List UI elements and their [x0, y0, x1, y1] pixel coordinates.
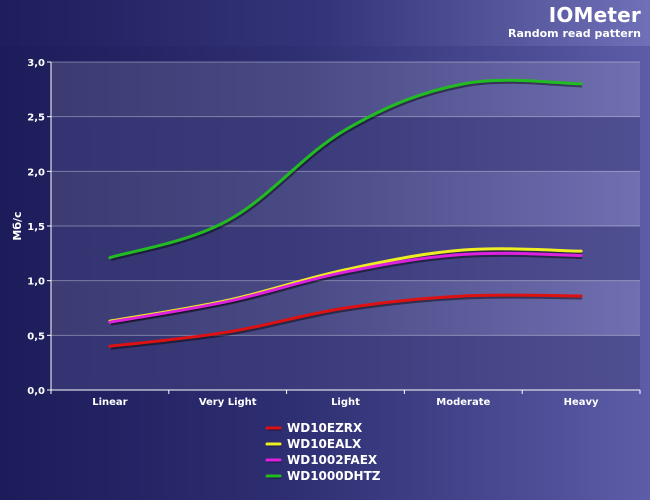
- series-line-wd1000dhtz: [108, 78, 583, 260]
- x-tick-label: Linear: [92, 397, 127, 408]
- y-axis-title: Мб/с: [11, 211, 24, 240]
- series-line-wd1002faex: [108, 251, 583, 324]
- legend-label: WD1002FAEX: [287, 453, 378, 467]
- legend-label: WD1000DHTZ: [287, 469, 381, 483]
- y-tick-label: 2,0: [27, 167, 45, 178]
- series-line-shadow: [110, 295, 583, 350]
- plot-band: [51, 335, 640, 390]
- legend-label: WD10EALX: [287, 437, 362, 451]
- plot-band: [51, 116, 640, 172]
- y-tick-label: 0,0: [27, 386, 45, 397]
- title-bar: IOMeter Random read pattern: [0, 0, 650, 46]
- chart-subtitle: Random read pattern: [508, 27, 641, 40]
- x-tick-label: Very Light: [199, 397, 257, 408]
- x-tick-label: Heavy: [564, 397, 599, 408]
- plot-band: [51, 62, 640, 117]
- y-tick-label: 1,5: [27, 222, 45, 233]
- legend-label: WD10EZRX: [287, 421, 363, 435]
- x-tick-label: Light: [331, 397, 360, 408]
- plot-band: [51, 171, 640, 226]
- y-tick-label: 0,5: [27, 331, 45, 342]
- series-line-wd10ezrx: [108, 293, 583, 348]
- x-tick-label: Moderate: [436, 397, 490, 408]
- y-tick-label: 3,0: [27, 58, 45, 69]
- chart-title: IOMeter: [548, 3, 641, 27]
- y-tick-label: 2,5: [27, 113, 45, 124]
- y-tick-label: 1,0: [27, 277, 45, 288]
- series-line-shadow: [110, 253, 583, 326]
- series-line-shadow: [110, 80, 583, 262]
